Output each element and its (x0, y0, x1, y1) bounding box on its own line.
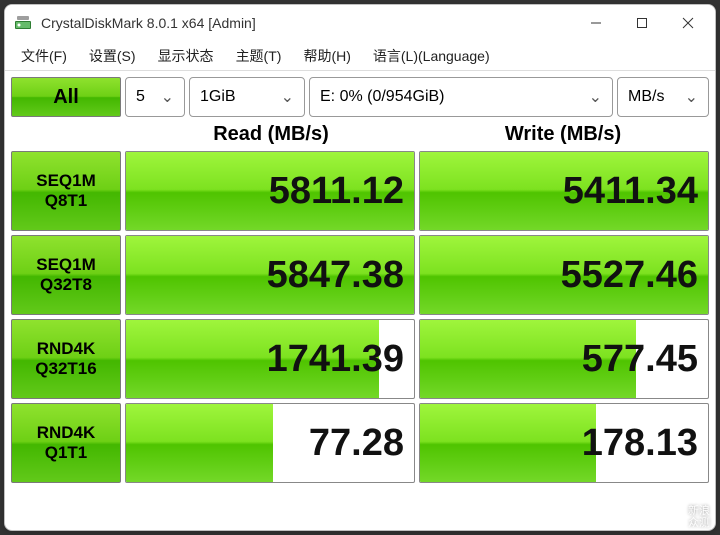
read-cell: 1741.39 (125, 319, 415, 399)
result-rows: SEQ1M Q8T1 5811.12 5411.34 SEQ1M Q32T8 5… (11, 151, 709, 483)
menu-language[interactable]: 语言(L)(Language) (363, 42, 500, 70)
read-cell: 77.28 (125, 403, 415, 483)
runs-value: 5 (136, 88, 145, 106)
chevron-down-icon: ⌄ (281, 87, 294, 107)
run-all-button[interactable]: All (11, 77, 121, 117)
result-row: RND4K Q1T1 77.28 178.13 (11, 403, 709, 483)
test-line2: Q32T8 (40, 275, 92, 295)
menu-file[interactable]: 文件(F) (11, 42, 77, 70)
menubar: 文件(F) 设置(S) 显示状态 主题(T) 帮助(H) 语言(L)(Langu… (5, 41, 715, 71)
read-value: 1741.39 (267, 338, 404, 381)
maximize-button[interactable] (619, 7, 665, 39)
read-value: 77.28 (309, 422, 404, 465)
chevron-down-icon: ⌄ (589, 87, 602, 107)
size-select[interactable]: 1GiB ⌄ (189, 77, 305, 117)
size-value: 1GiB (200, 88, 236, 106)
test-button-3[interactable]: RND4K Q1T1 (11, 403, 121, 483)
unit-value: MB/s (628, 88, 664, 106)
read-value: 5847.38 (267, 254, 404, 297)
test-line2: Q8T1 (45, 191, 88, 211)
drive-select[interactable]: E: 0% (0/954GiB) ⌄ (309, 77, 613, 117)
header-read: Read (MB/s) (125, 123, 417, 146)
test-line1: RND4K (37, 423, 96, 443)
control-row: All 5 ⌄ 1GiB ⌄ E: 0% (0/954GiB) ⌄ MB/s ⌄ (11, 77, 709, 117)
chevron-down-icon: ⌄ (685, 87, 698, 107)
titlebar[interactable]: CrystalDiskMark 8.0.1 x64 [Admin] (5, 5, 715, 41)
window-title: CrystalDiskMark 8.0.1 x64 [Admin] (41, 15, 573, 31)
unit-select[interactable]: MB/s ⌄ (617, 77, 709, 117)
window-buttons (573, 7, 711, 39)
content-area: All 5 ⌄ 1GiB ⌄ E: 0% (0/954GiB) ⌄ MB/s ⌄… (5, 71, 715, 530)
write-value: 178.13 (582, 422, 698, 465)
write-cell: 577.45 (419, 319, 709, 399)
close-button[interactable] (665, 7, 711, 39)
write-cell: 5411.34 (419, 151, 709, 231)
runs-select[interactable]: 5 ⌄ (125, 77, 185, 117)
write-cell: 5527.46 (419, 235, 709, 315)
test-button-0[interactable]: SEQ1M Q8T1 (11, 151, 121, 231)
write-value: 577.45 (582, 338, 698, 381)
column-headers: Read (MB/s) Write (MB/s) (11, 117, 709, 151)
test-line2: Q32T16 (35, 359, 96, 379)
result-row: RND4K Q32T16 1741.39 577.45 (11, 319, 709, 399)
drive-value: E: 0% (0/954GiB) (320, 88, 445, 106)
test-line1: RND4K (37, 339, 96, 359)
test-line1: SEQ1M (36, 171, 96, 191)
watermark: 新浪 众测 (688, 505, 710, 529)
header-write: Write (MB/s) (417, 123, 709, 146)
app-window: CrystalDiskMark 8.0.1 x64 [Admin] 文件(F) … (4, 4, 716, 531)
read-cell: 5811.12 (125, 151, 415, 231)
chevron-down-icon: ⌄ (161, 87, 174, 107)
test-button-1[interactable]: SEQ1M Q32T8 (11, 235, 121, 315)
result-row: SEQ1M Q8T1 5811.12 5411.34 (11, 151, 709, 231)
write-value: 5527.46 (561, 254, 698, 297)
write-bar (420, 404, 596, 482)
app-icon (13, 13, 33, 33)
menu-theme[interactable]: 主题(T) (226, 42, 292, 70)
test-line2: Q1T1 (45, 443, 88, 463)
read-bar (126, 404, 273, 482)
minimize-button[interactable] (573, 7, 619, 39)
menu-profile[interactable]: 显示状态 (148, 42, 224, 70)
test-button-2[interactable]: RND4K Q32T16 (11, 319, 121, 399)
read-value: 5811.12 (269, 170, 404, 213)
menu-help[interactable]: 帮助(H) (293, 42, 360, 70)
write-value: 5411.34 (563, 170, 698, 213)
write-cell: 178.13 (419, 403, 709, 483)
result-row: SEQ1M Q32T8 5847.38 5527.46 (11, 235, 709, 315)
read-cell: 5847.38 (125, 235, 415, 315)
menu-settings[interactable]: 设置(S) (79, 42, 146, 70)
test-line1: SEQ1M (36, 255, 96, 275)
